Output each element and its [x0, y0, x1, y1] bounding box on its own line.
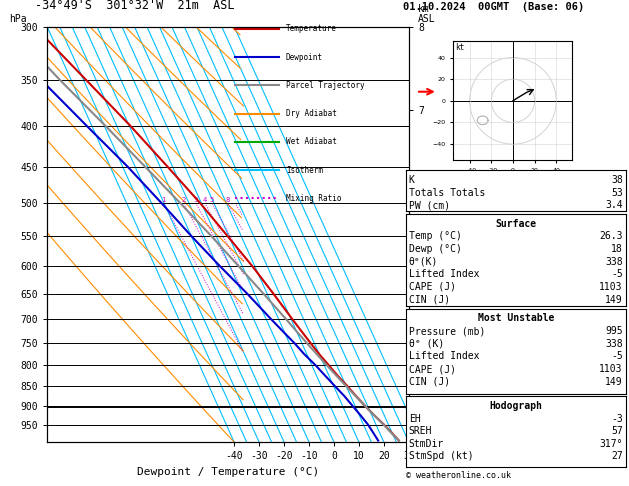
Text: 3.4: 3.4: [605, 200, 623, 210]
Text: CAPE (J): CAPE (J): [409, 282, 456, 292]
Text: Lifted Index: Lifted Index: [409, 351, 479, 362]
Text: 1103: 1103: [599, 282, 623, 292]
Text: kt: kt: [455, 43, 465, 52]
Text: 27: 27: [611, 451, 623, 462]
Text: 149: 149: [605, 295, 623, 305]
Text: K: K: [409, 175, 415, 185]
Text: -5: -5: [611, 351, 623, 362]
Text: © weatheronline.co.uk: © weatheronline.co.uk: [406, 471, 511, 480]
Text: Parcel Trajectory: Parcel Trajectory: [286, 81, 365, 90]
Text: -5: -5: [611, 269, 623, 279]
Text: 57: 57: [611, 426, 623, 436]
Text: 338: 338: [605, 257, 623, 267]
Text: SREH: SREH: [409, 426, 432, 436]
Text: Wet Adiabat: Wet Adiabat: [286, 138, 337, 146]
Text: 8: 8: [225, 197, 230, 203]
Text: CIN (J): CIN (J): [409, 377, 450, 387]
Text: Dewpoint: Dewpoint: [286, 52, 323, 62]
Text: 5: 5: [210, 197, 214, 203]
Text: hPa: hPa: [9, 14, 27, 24]
Text: PW (cm): PW (cm): [409, 200, 450, 210]
Text: CAPE (J): CAPE (J): [409, 364, 456, 374]
Text: Temperature: Temperature: [286, 24, 337, 34]
Text: Most Unstable: Most Unstable: [477, 313, 554, 324]
Text: -34°49'S  301°32'W  21m  ASL: -34°49'S 301°32'W 21m ASL: [35, 0, 234, 12]
Text: Hodograph: Hodograph: [489, 401, 542, 411]
Text: 01.10.2024  00GMT  (Base: 06): 01.10.2024 00GMT (Base: 06): [403, 2, 584, 12]
Text: 317°: 317°: [599, 439, 623, 449]
Text: EH: EH: [409, 414, 421, 424]
Text: θᵉ (K): θᵉ (K): [409, 339, 444, 349]
Text: 1: 1: [162, 197, 166, 203]
Text: StmSpd (kt): StmSpd (kt): [409, 451, 474, 462]
Text: Pressure (mb): Pressure (mb): [409, 326, 485, 336]
Text: 26.3: 26.3: [599, 231, 623, 242]
Text: 53: 53: [611, 188, 623, 198]
Text: Dry Adiabat: Dry Adiabat: [286, 109, 337, 118]
Text: 995: 995: [605, 326, 623, 336]
Text: StmDir: StmDir: [409, 439, 444, 449]
Text: Isotherm: Isotherm: [286, 166, 323, 174]
Text: 1103: 1103: [599, 364, 623, 374]
Text: Totals Totals: Totals Totals: [409, 188, 485, 198]
Text: Lifted Index: Lifted Index: [409, 269, 479, 279]
Text: 38: 38: [611, 175, 623, 185]
Text: 4: 4: [203, 197, 207, 203]
Text: Mixing Ratio: Mixing Ratio: [286, 194, 342, 203]
Text: 2: 2: [181, 197, 186, 203]
Text: 338: 338: [605, 339, 623, 349]
Text: Temp (°C): Temp (°C): [409, 231, 462, 242]
Text: 18: 18: [611, 244, 623, 254]
Text: 149: 149: [605, 377, 623, 387]
Text: Surface: Surface: [495, 219, 537, 229]
Text: θᵉ(K): θᵉ(K): [409, 257, 438, 267]
Text: Dewp (°C): Dewp (°C): [409, 244, 462, 254]
Text: km
ASL: km ASL: [418, 4, 436, 24]
Text: -3: -3: [611, 414, 623, 424]
Text: CIN (J): CIN (J): [409, 295, 450, 305]
Text: 3: 3: [194, 197, 198, 203]
Text: LCL: LCL: [416, 408, 430, 417]
X-axis label: Dewpoint / Temperature (°C): Dewpoint / Temperature (°C): [137, 467, 319, 477]
